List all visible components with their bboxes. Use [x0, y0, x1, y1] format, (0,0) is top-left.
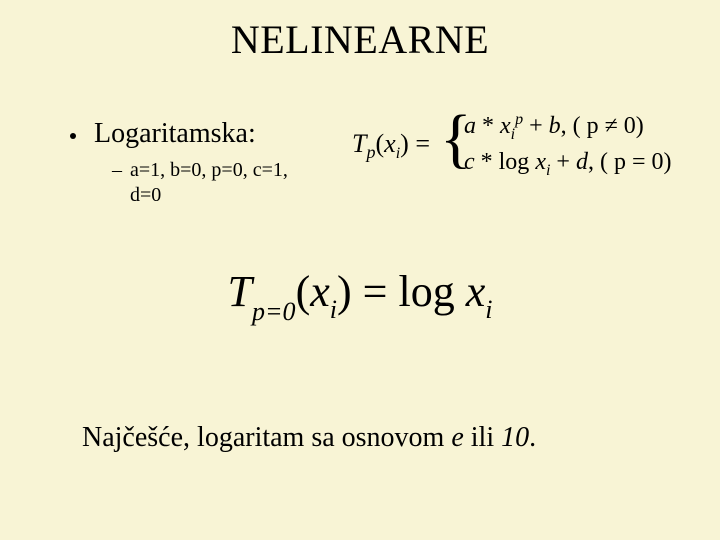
brace-wrapper: { a * xip + b, ( p ≠ 0) c * log xi + d, …: [440, 108, 672, 180]
mf-rhs-x-sub: i: [485, 295, 492, 324]
c1-cond: , ( p ≠ 0): [561, 113, 644, 139]
lhs-T: T: [352, 129, 366, 158]
mf-T: T: [228, 267, 252, 316]
lhs-x: x: [384, 129, 396, 158]
mf-x: x: [310, 267, 330, 316]
piecewise-cases: a * xip + b, ( p ≠ 0) c * log xi + d, ( …: [464, 108, 672, 180]
bullet-dot-icon: [70, 133, 76, 139]
lhs-equals: =: [409, 129, 430, 158]
bottom-ili: ili: [464, 422, 501, 453]
bottom-main: Najčešće, logaritam sa osnovom: [82, 422, 451, 453]
bullet-logaritamska: Logaritamska:: [70, 118, 256, 150]
slide-title: NELINEARNE: [0, 16, 720, 63]
mf-equals: =: [352, 267, 399, 316]
bullet-parameters: –a=1, b=0, p=0, c=1, d=0: [112, 158, 288, 208]
c1-plusb: + b: [523, 113, 561, 139]
case-1: a * xip + b, ( p ≠ 0): [464, 113, 644, 139]
c1-xsub: i: [511, 126, 515, 143]
lhs-open: (: [375, 129, 384, 158]
bottom-10: 10: [501, 422, 529, 453]
case-2: c * log xi + d, ( p = 0): [464, 149, 672, 175]
piecewise-lhs: Tp(xi) =: [352, 129, 430, 159]
c1-xsup: p: [515, 111, 523, 128]
mf-log: log: [398, 267, 465, 316]
bottom-period: .: [529, 422, 536, 453]
bottom-note: Najčešće, logaritam sa osnovom e ili 10.: [82, 422, 536, 454]
lhs-sub-p: p: [366, 142, 375, 162]
lhs-close: ): [400, 129, 409, 158]
c2-plusd: + d: [550, 149, 588, 175]
params-line2: d=0: [130, 183, 288, 208]
slide: NELINEARNE Logaritamska: –a=1, b=0, p=0,…: [0, 0, 720, 540]
c2-x: x: [535, 149, 546, 175]
mf-x-sub: i: [330, 295, 337, 324]
c1-x: x: [500, 113, 511, 139]
mf-open: (: [296, 267, 311, 316]
mf-sub: p=0: [252, 297, 296, 326]
c2-log: log: [499, 149, 536, 175]
bottom-e: e: [451, 422, 463, 453]
bullet-main-text: Logaritamska:: [94, 118, 256, 150]
c2-star: *: [475, 149, 499, 175]
c1-star: *: [476, 113, 500, 139]
lhs-x-sub: i: [396, 145, 400, 162]
c2-cond: , ( p = 0): [588, 149, 672, 175]
mf-close: ): [337, 267, 352, 316]
left-brace-icon: {: [440, 104, 472, 174]
bullet-dash-icon: –: [112, 159, 122, 181]
mf-rhs-x: x: [466, 267, 486, 316]
main-formula: Tp=0(xi) = log xi: [0, 266, 720, 317]
params-line1: a=1, b=0, p=0, c=1,: [130, 159, 288, 181]
c2-xsub: i: [546, 162, 550, 179]
piecewise-formula: Tp(xi) = { a * xip + b, ( p ≠ 0) c * log…: [352, 108, 672, 180]
